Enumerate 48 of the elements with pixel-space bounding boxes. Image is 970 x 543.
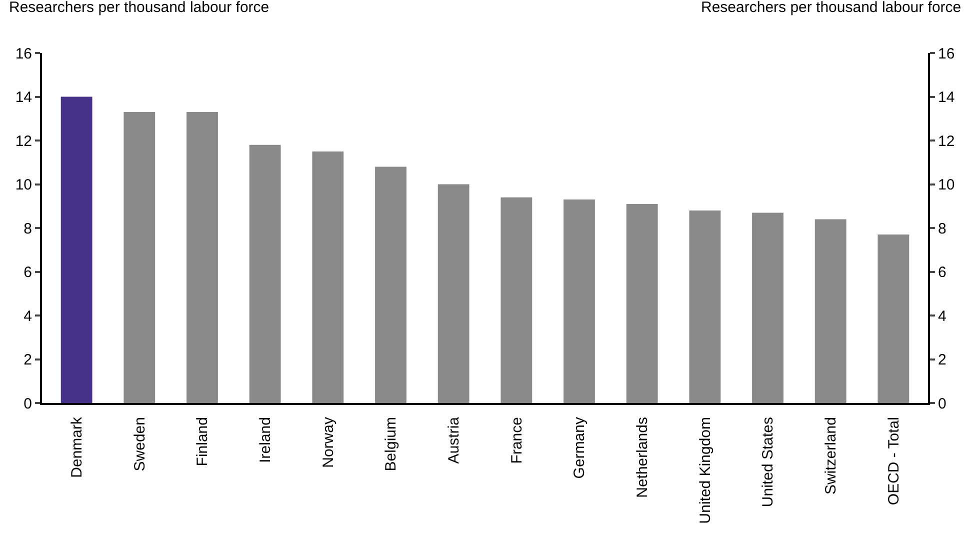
y2-tick-label: 12 — [938, 132, 955, 150]
x-tick-label: Germany — [571, 416, 588, 479]
bar — [752, 212, 784, 403]
y2-tick-label: 8 — [938, 220, 946, 238]
x-tick-label: United Kingdom — [696, 417, 714, 524]
x-tick-label: Netherlands — [634, 417, 651, 498]
y-tick-label: 6 — [24, 264, 32, 281]
y2-axis-title: Researchers per thousand labour force — [701, 0, 962, 16]
x-tick-label: Ireland — [256, 417, 274, 463]
y-tick-label: 2 — [24, 352, 32, 368]
bar — [186, 112, 218, 403]
y2-tick-label: 4 — [938, 308, 946, 325]
y2-tick-label: 10 — [938, 176, 955, 194]
x-tick-label: United States — [760, 417, 777, 508]
x-tick-label: France — [508, 417, 526, 464]
y-tick-label: 8 — [24, 220, 32, 238]
y-tick-label: 4 — [24, 308, 32, 325]
bar — [312, 151, 344, 403]
x-tick-label: Belgium — [382, 417, 400, 472]
bar — [375, 166, 406, 403]
bar — [500, 197, 532, 403]
y2-tick-label: 2 — [938, 352, 946, 368]
x-tick-label: Switzerland — [822, 417, 840, 495]
y-tick-label: 12 — [15, 132, 32, 150]
x-tick-label: Sweden — [131, 417, 148, 472]
bar — [689, 210, 721, 403]
y2-tick-label: 16 — [938, 45, 955, 62]
bar — [878, 234, 910, 403]
x-tick-label: Austria — [445, 416, 462, 464]
y2-tick-label: 0 — [938, 395, 946, 412]
y-axis-title: Researchers per thousand labour force — [9, 0, 270, 16]
x-tick-label: OECD - Total — [885, 417, 902, 506]
bar — [438, 184, 470, 403]
y2-tick-label: 6 — [938, 264, 946, 281]
bar — [124, 112, 156, 403]
bar — [814, 219, 846, 403]
x-tick-label: Norway — [320, 416, 337, 468]
bar — [626, 204, 658, 403]
x-tick-label: Denmark — [68, 416, 86, 478]
x-tick-label: Finland — [194, 417, 212, 466]
y-tick-label: 0 — [24, 395, 32, 412]
y-tick-label: 16 — [15, 45, 32, 62]
y-tick-label: 14 — [15, 89, 32, 106]
bar — [60, 96, 92, 403]
bar — [564, 200, 595, 403]
y-tick-label: 10 — [15, 176, 32, 194]
bar — [249, 144, 281, 403]
y2-tick-label: 14 — [938, 89, 955, 106]
